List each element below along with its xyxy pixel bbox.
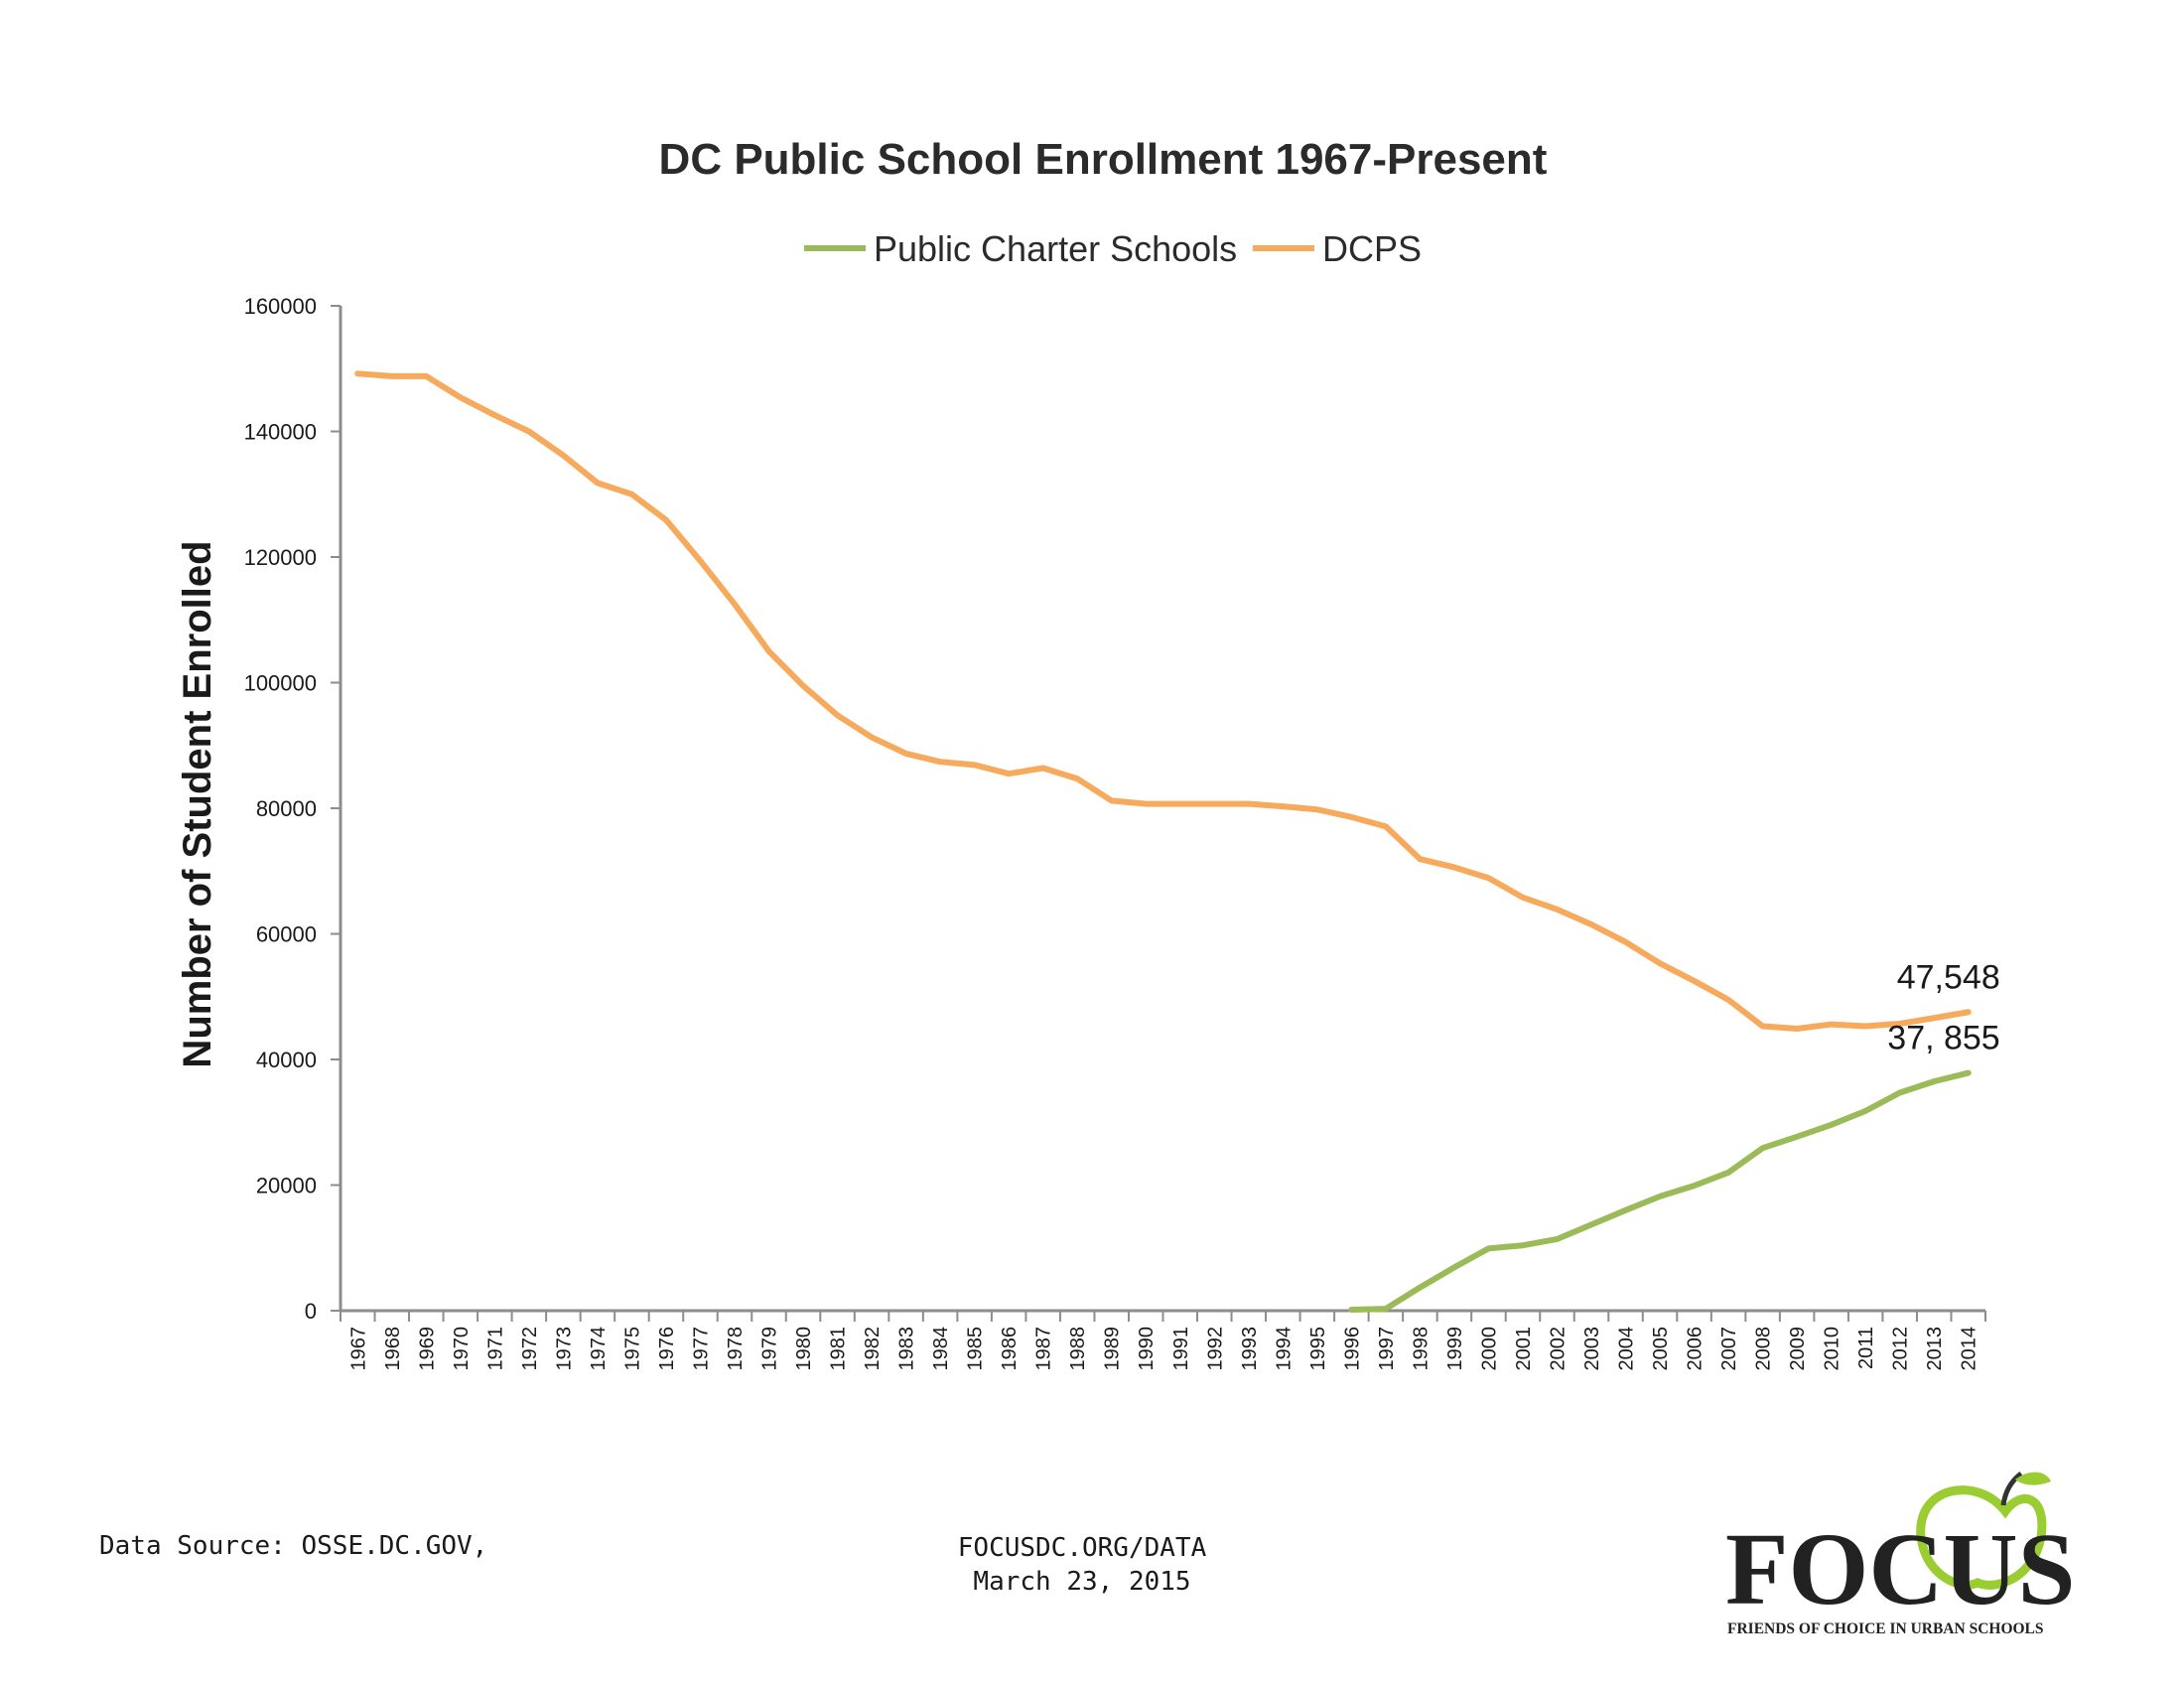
legend: Public Charter Schools DCPS [804, 228, 1422, 269]
x-tick-label: 1997 [1376, 1327, 1398, 1371]
x-tick-label: 2014 [1959, 1327, 1980, 1371]
x-tick-label: 1990 [1136, 1327, 1158, 1371]
legend-label: Public Charter Schools [874, 228, 1237, 269]
y-tick-label: 60000 [256, 922, 317, 947]
x-tick-label: 1987 [1033, 1327, 1055, 1371]
y-tick-labels: 0 20000 40000 60000 80000 100000 120000 140000 1… [244, 294, 317, 1324]
data-label-end: 47,548 [1897, 958, 2000, 996]
x-tick-label: 1978 [725, 1327, 747, 1371]
data-labels: 37, 855 47,548 [1887, 958, 1999, 1056]
x-tick-label: 1971 [484, 1327, 506, 1371]
x-tick-labels: 1967 1968 1969 1970 1971 1972 1973 1974 1975 1976… [347, 1327, 1979, 1371]
x-tick-label: 1992 [1204, 1327, 1226, 1371]
x-tick-label: 2002 [1547, 1327, 1569, 1371]
x-tick-label: 2011 [1855, 1327, 1877, 1369]
x-tick-label: 1979 [759, 1327, 781, 1371]
x-tick-label: 1995 [1307, 1327, 1329, 1371]
x-tick-label: 1991 [1170, 1327, 1192, 1371]
data-source-note: Data Source: OSSE.DC.GOV, [99, 1531, 488, 1561]
x-tick-label: 2010 [1822, 1327, 1843, 1371]
x-tick-label: 1967 [347, 1327, 369, 1371]
x-tick-label: 2001 [1513, 1327, 1535, 1371]
focus-logo: FOCUS FRIENDS OF CHOICE IN URBAN SCHOOLS [1725, 1472, 2075, 1637]
y-tick-label: 100000 [244, 671, 317, 696]
x-tick-label: 1999 [1444, 1327, 1466, 1371]
x-tick-label: 1998 [1410, 1327, 1432, 1371]
series-lines [354, 370, 1972, 1313]
x-tick-label: 2004 [1616, 1327, 1638, 1371]
x-tick-label: 2012 [1890, 1327, 1912, 1371]
x-tick-label: 1982 [862, 1327, 884, 1371]
x-tick-label: 1984 [930, 1327, 952, 1371]
series-line-dcps [354, 370, 1972, 1033]
y-tick-label: 0 [305, 1299, 317, 1324]
y-tick-label: 120000 [244, 545, 317, 570]
x-tick-label: 1994 [1273, 1327, 1295, 1371]
y-tick-label: 140000 [244, 420, 317, 445]
x-tick-label: 2013 [1924, 1327, 1946, 1371]
x-tick-label: 2003 [1581, 1327, 1603, 1371]
x-tick-label: 2000 [1478, 1327, 1500, 1371]
x-tick-label: 2007 [1718, 1327, 1740, 1371]
x-tick-label: 1975 [621, 1327, 643, 1371]
y-axis-label: Number of Student Enrolled [176, 540, 219, 1067]
x-tick-label: 1986 [999, 1327, 1021, 1371]
logo-tagline: FRIENDS OF CHOICE IN URBAN SCHOOLS [1727, 1620, 2044, 1637]
x-tick-label: 2008 [1753, 1327, 1775, 1371]
x-tick-label: 1993 [1239, 1327, 1261, 1371]
x-tick-label: 1989 [1102, 1327, 1124, 1371]
x-tick-label: 2006 [1685, 1327, 1706, 1371]
x-tick-label: 1972 [519, 1327, 541, 1371]
chart-title: DC Public School Enrollment 1967-Present [659, 135, 1548, 184]
footer-site: FOCUSDC.ORG/DATA [957, 1533, 1207, 1563]
x-tick-label: 1980 [793, 1327, 815, 1371]
x-tick-label: 1988 [1067, 1327, 1089, 1371]
x-tick-label: 1985 [965, 1327, 987, 1371]
x-tick-label: 1983 [896, 1327, 918, 1371]
footer-date: March 23, 2015 [973, 1567, 1191, 1597]
y-tick-label: 160000 [244, 294, 317, 319]
x-tick-label: 2005 [1650, 1327, 1672, 1371]
x-tick-label: 1969 [416, 1327, 438, 1371]
x-tick-label: 1976 [656, 1327, 678, 1371]
y-tick-label: 20000 [256, 1174, 317, 1198]
x-tick-label: 1981 [828, 1327, 850, 1371]
legend-label: DCPS [1322, 228, 1422, 269]
data-label-end: 37, 855 [1887, 1020, 1999, 1057]
x-tick-label: 1977 [690, 1327, 712, 1371]
series-line-public-charter-schools [1348, 1069, 1972, 1313]
y-tick-label: 40000 [256, 1048, 317, 1072]
x-tick-label: 1974 [588, 1327, 610, 1371]
x-tick-label: 2009 [1787, 1327, 1809, 1371]
x-tick-label: 1996 [1341, 1327, 1363, 1371]
axes [331, 305, 1986, 1322]
x-tick-label: 1970 [451, 1327, 473, 1371]
apple-icon [1916, 1472, 2051, 1590]
x-tick-label: 1973 [553, 1327, 575, 1371]
footer-center: FOCUSDC.ORG/DATA March 23, 2015 [854, 1531, 1310, 1599]
y-tick-label: 80000 [256, 796, 317, 821]
logo-wordmark: FOCUS [1725, 1512, 2075, 1626]
x-tick-label: 1968 [382, 1327, 404, 1371]
